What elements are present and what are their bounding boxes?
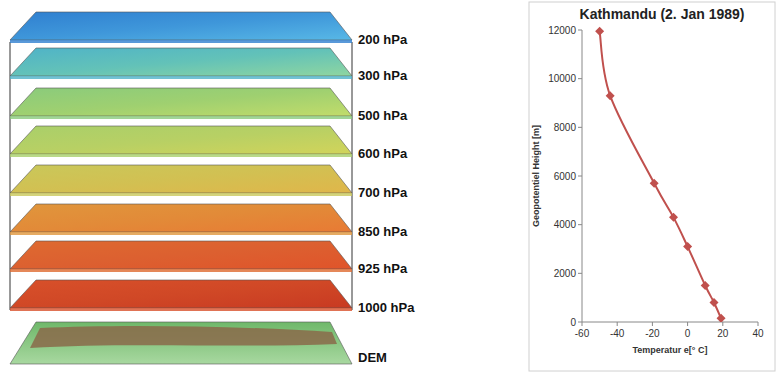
- x-tick: [722, 322, 723, 326]
- x-tick-label: -40: [610, 328, 625, 339]
- data-marker: [650, 179, 659, 188]
- terrain: [30, 326, 337, 348]
- x-tick: [758, 322, 759, 326]
- y-tick: [578, 176, 582, 177]
- layer-edge: [10, 269, 352, 272]
- data-line: [600, 31, 721, 318]
- y-tick-label: 12000: [548, 25, 576, 36]
- x-axis: [582, 322, 758, 323]
- data-marker: [717, 314, 726, 322]
- y-tick-label: 4000: [554, 219, 577, 230]
- y-tick-label: 2000: [554, 268, 577, 279]
- x-tick-label: -60: [575, 328, 590, 339]
- chart-frame: [529, 2, 775, 371]
- x-tick-label: 20: [717, 328, 729, 339]
- dem-surface: [10, 322, 352, 364]
- data-marker: [595, 27, 604, 36]
- level-label: 300 hPa: [358, 68, 408, 83]
- y-tick: [578, 30, 582, 31]
- chart-title: Kathmandu (2. Jan 1989): [580, 6, 745, 22]
- data-marker: [606, 91, 615, 100]
- layer-edge: [10, 116, 352, 119]
- layer-edge: [10, 308, 352, 311]
- layer-edge: [10, 40, 352, 43]
- layer-edge: [10, 193, 352, 196]
- layer-edge: [10, 232, 352, 235]
- dem-label: DEM: [358, 350, 387, 365]
- layer-edge: [10, 76, 352, 79]
- pressure-layer: [10, 126, 352, 154]
- x-tick: [617, 322, 618, 326]
- y-tick: [578, 322, 582, 323]
- x-tick-label: 0: [685, 328, 691, 339]
- x-axis-title: Temperatur e[° C]: [633, 345, 708, 355]
- y-tick: [578, 273, 582, 274]
- plot-area: [595, 27, 725, 322]
- pressure-layer: [10, 241, 352, 269]
- pressure-layer: [10, 48, 352, 76]
- data-marker: [669, 213, 678, 222]
- canvas: 200 hPa 300 hPa 500 hPa 600 hPa 700 hPa 850 h…: [0, 0, 779, 374]
- level-label: 700 hPa: [358, 185, 408, 200]
- pressure-layer: [10, 204, 352, 232]
- y-tick-label: 6000: [554, 171, 577, 182]
- layer-edge: [10, 154, 352, 157]
- y-tick-label: 0: [570, 317, 576, 328]
- pressure-layer: [10, 165, 352, 193]
- x-tick: [652, 322, 653, 326]
- x-tick: [687, 322, 688, 326]
- level-label: 925 hPa: [358, 261, 408, 276]
- level-label: 600 hPa: [358, 146, 408, 161]
- data-marker: [710, 298, 719, 307]
- y-tick-label: 8000: [554, 122, 577, 133]
- level-label: 200 hPa: [358, 32, 408, 47]
- x-tick: [582, 322, 583, 326]
- pressure-layer: [10, 88, 352, 116]
- level-label: 850 hPa: [358, 224, 408, 239]
- x-tick-label: 40: [752, 328, 764, 339]
- pressure-layer: [10, 12, 352, 40]
- data-marker: [701, 281, 710, 290]
- level-label: 500 hPa: [358, 108, 408, 123]
- y-axis-title: Geopotentiel Height [m]: [531, 125, 541, 227]
- y-tick-label: 10000: [548, 73, 576, 84]
- x-tick-label: -20: [645, 328, 660, 339]
- pressure-layer: [10, 280, 352, 308]
- y-tick: [578, 78, 582, 79]
- data-marker: [683, 242, 692, 251]
- y-tick: [578, 127, 582, 128]
- level-label: 1000 hPa: [358, 300, 415, 315]
- y-tick: [578, 224, 582, 225]
